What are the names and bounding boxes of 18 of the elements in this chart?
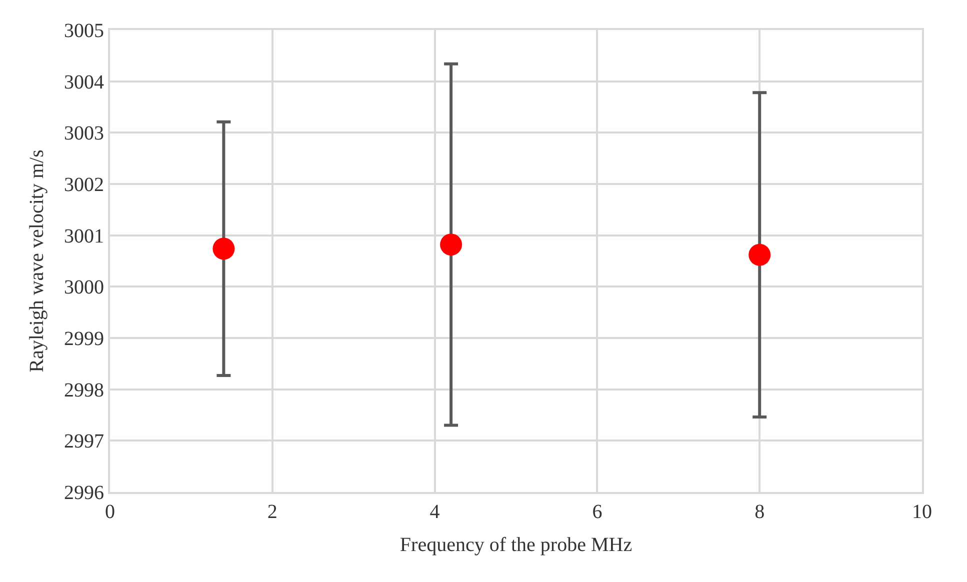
x-tick-label: 4 bbox=[430, 501, 440, 523]
x-tick-label: 2 bbox=[267, 501, 278, 523]
x-tick-label: 6 bbox=[592, 501, 602, 523]
y-tick-label: 2998 bbox=[64, 379, 104, 402]
y-axis-title: Rayleigh wave velocity m/s bbox=[26, 149, 48, 372]
y-tick-label: 3001 bbox=[64, 225, 104, 248]
x-tick-label: 8 bbox=[754, 501, 765, 523]
x-tick-label: 0 bbox=[105, 501, 115, 523]
y-tick-label: 2997 bbox=[64, 430, 104, 453]
y-tick-label: 3003 bbox=[64, 122, 104, 145]
y-tick-label: 2996 bbox=[64, 482, 104, 504]
y-tick-label: 3004 bbox=[64, 71, 104, 94]
y-tick-label: 3002 bbox=[64, 174, 104, 196]
y-tick-label: 3000 bbox=[64, 276, 104, 299]
x-tick-label: 10 bbox=[912, 501, 932, 523]
x-axis-title: Frequency of the probe MHz bbox=[400, 534, 632, 556]
y-tick-label: 3005 bbox=[64, 20, 104, 42]
y-tick-label: 2999 bbox=[64, 328, 104, 350]
